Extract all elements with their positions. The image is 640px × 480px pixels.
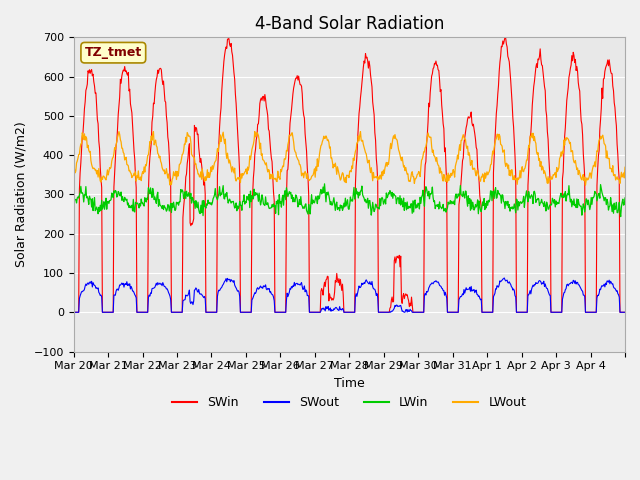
LWin bbox=[621, 195, 629, 201]
X-axis label: Time: Time bbox=[334, 377, 365, 390]
LWout bbox=[135, 177, 143, 182]
SWout bbox=[236, 294, 244, 300]
LWout bbox=[70, 168, 77, 174]
SWin bbox=[406, 300, 414, 306]
SWout bbox=[70, 310, 77, 315]
LWin bbox=[263, 202, 271, 207]
SWin bbox=[263, 108, 271, 113]
SWout bbox=[500, 275, 508, 281]
LWout bbox=[438, 169, 445, 175]
Title: 4-Band Solar Radiation: 4-Band Solar Radiation bbox=[255, 15, 444, 33]
SWout bbox=[406, 306, 414, 312]
Line: LWout: LWout bbox=[74, 132, 625, 185]
Line: SWin: SWin bbox=[74, 37, 625, 312]
SWout bbox=[621, 310, 629, 315]
SWout bbox=[134, 310, 142, 315]
SWin bbox=[621, 310, 629, 315]
SWin bbox=[284, 167, 292, 172]
SWout bbox=[437, 284, 445, 289]
Text: TZ_tmet: TZ_tmet bbox=[84, 46, 142, 59]
LWin bbox=[70, 198, 77, 204]
SWin bbox=[501, 35, 509, 40]
LWin bbox=[134, 202, 142, 208]
SWin bbox=[236, 172, 244, 178]
Legend: SWin, SWout, LWin, LWout: SWin, SWout, LWin, LWout bbox=[168, 391, 531, 414]
LWout bbox=[582, 182, 589, 188]
LWout bbox=[237, 180, 244, 185]
SWout bbox=[284, 294, 292, 300]
SWin bbox=[70, 310, 77, 315]
Line: SWout: SWout bbox=[74, 278, 625, 312]
LWout bbox=[407, 175, 415, 181]
LWout bbox=[115, 129, 123, 134]
LWin bbox=[617, 214, 625, 219]
LWin bbox=[321, 181, 328, 187]
LWout bbox=[285, 139, 292, 144]
SWin bbox=[437, 87, 445, 93]
Line: LWin: LWin bbox=[74, 184, 625, 216]
LWout bbox=[621, 164, 629, 170]
LWin bbox=[236, 199, 244, 204]
LWin bbox=[438, 206, 445, 212]
SWin bbox=[134, 310, 142, 315]
LWin bbox=[284, 193, 292, 199]
LWin bbox=[407, 201, 415, 207]
LWout bbox=[264, 169, 271, 175]
Y-axis label: Solar Radiation (W/m2): Solar Radiation (W/m2) bbox=[15, 121, 28, 267]
SWout bbox=[263, 287, 271, 293]
